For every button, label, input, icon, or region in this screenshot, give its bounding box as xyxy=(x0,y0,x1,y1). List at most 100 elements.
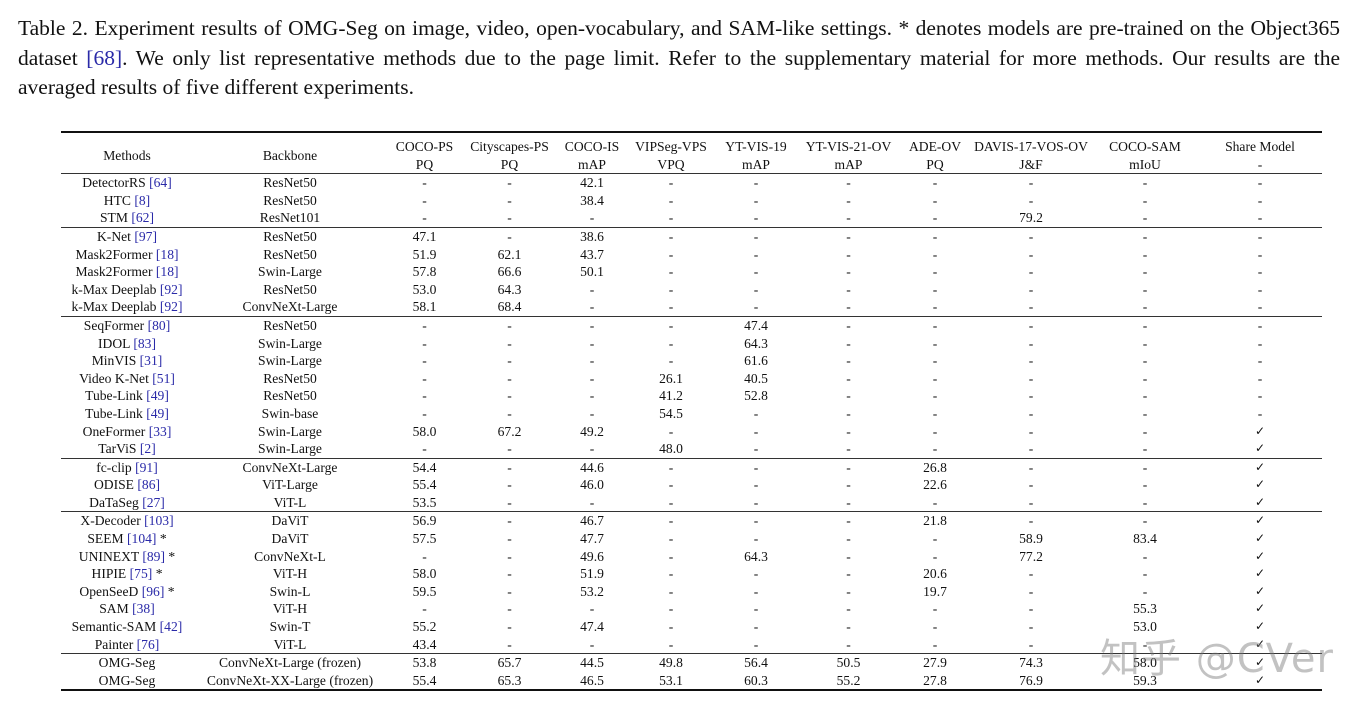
method-cell: X-Decoder [103] xyxy=(61,512,193,530)
metric-cell: 65.7 xyxy=(497,655,522,671)
citation-link[interactable]: [31] xyxy=(139,353,163,369)
share-model-cell: ✓ xyxy=(1254,423,1266,438)
metric-cell: - xyxy=(668,175,674,191)
citation-link[interactable]: [97] xyxy=(134,228,158,244)
citation-link[interactable]: [18] xyxy=(155,246,179,262)
metric-cell: - xyxy=(1142,459,1148,475)
metric-cell: - xyxy=(668,246,674,262)
metric-cell: - xyxy=(627,493,715,513)
citation-link[interactable]: [33] xyxy=(148,423,172,439)
method-cell: STM [62] xyxy=(61,209,193,228)
method-cell: UNINEXT [89] * xyxy=(61,548,193,566)
metric-cell: - xyxy=(668,423,674,439)
table-row: OMG-Seg ConvNeXt-Large (frozen) 53.8 65.7 44… xyxy=(61,654,1322,672)
metric-cell: - xyxy=(797,440,900,459)
results-table-container: Methods Backbone COCO-PS Cityscapes-PS COCO-… xyxy=(61,131,1322,692)
citation-link[interactable]: [96] xyxy=(141,583,165,599)
metric-cell: 64.3 xyxy=(744,548,768,564)
metric-cell: 57.5 xyxy=(412,531,437,547)
metric-cell: - xyxy=(753,423,759,439)
backbone-cell: Swin-Large xyxy=(258,264,322,280)
metric-cell: 55.4 xyxy=(387,671,462,692)
method-cell: SEEM [104] * xyxy=(61,530,193,548)
citation-link[interactable]: [75] xyxy=(129,566,153,582)
citation-link[interactable]: [27] xyxy=(142,494,165,510)
metric-cell: 43.4 xyxy=(387,635,462,655)
metric-cell: - xyxy=(507,388,512,404)
citation-link[interactable]: [18] xyxy=(155,264,179,280)
method-name: OMG-Seg xyxy=(98,655,156,671)
citation-link[interactable]: [91] xyxy=(135,459,158,475)
metric-cell: - xyxy=(715,298,797,317)
citation-link[interactable]: [62] xyxy=(131,210,154,226)
method-cell: OneFormer [33] xyxy=(61,423,193,441)
citation-link[interactable]: [83] xyxy=(133,335,156,351)
metric-cell: - xyxy=(668,228,674,244)
share-model-cell: - xyxy=(1257,317,1263,333)
metric-cell: - xyxy=(1028,513,1034,529)
citation-link[interactable]: [2] xyxy=(139,441,156,457)
citation-link[interactable]: [92] xyxy=(159,281,183,297)
citation-link[interactable]: [103] xyxy=(144,513,174,529)
column-header-metric: mAP xyxy=(797,155,900,175)
column-header-dataset: YT-VIS-19 xyxy=(715,131,797,156)
citation-link[interactable]: [64] xyxy=(149,175,172,191)
metric-cell: - xyxy=(1092,635,1198,655)
backbone-cell: ConvNeXt-Large xyxy=(193,298,387,317)
metric-cell: - xyxy=(846,175,851,191)
table-row: OneFormer [33] Swin-Large 58.0 67.2 49.2 - - - -… xyxy=(61,423,1322,441)
metric-cell: - xyxy=(507,601,512,617)
citation-link[interactable]: [76] xyxy=(136,636,160,652)
citation-link[interactable]: [49] xyxy=(146,388,169,404)
metric-cell: - xyxy=(1028,264,1034,280)
citation-link[interactable]: [89] xyxy=(142,548,165,564)
method-name: k-Max Deeplab xyxy=(71,299,160,315)
metric-cell: - xyxy=(1028,335,1034,351)
column-header-metric: mAP xyxy=(557,155,627,175)
column-header-metric: PQ xyxy=(462,155,557,175)
caption-citation-link[interactable]: [68] xyxy=(86,45,123,70)
method-name: SEEM xyxy=(87,531,127,547)
header-row-top: Methods Backbone COCO-PS Cityscapes-PS COCO-… xyxy=(61,131,1322,175)
metric-cell: - xyxy=(507,619,512,635)
share-model-cell: ✓ xyxy=(1254,477,1266,492)
table-row: X-Decoder [103] DaViT 56.9 - 46.7 - - - 21.8 - - ✓ xyxy=(61,512,1322,530)
citation-link[interactable]: [8] xyxy=(134,192,151,208)
citation-link[interactable]: [92] xyxy=(159,299,183,315)
citation-link[interactable]: [49] xyxy=(146,405,169,421)
table-row: k-Max Deeplab [92] ResNet50 53.0 64.3 - - - - - -… xyxy=(61,281,1322,299)
metric-cell: - xyxy=(846,601,851,617)
metric-cell: 38.6 xyxy=(580,228,604,244)
citation-link[interactable]: [86] xyxy=(137,477,161,493)
metric-cell: - xyxy=(462,440,557,459)
metric-cell: - xyxy=(557,298,627,317)
share-model-cell: ✓ xyxy=(1254,601,1266,616)
metric-cell: - xyxy=(422,601,427,617)
metric-cell: - xyxy=(507,405,512,421)
metric-cell: - xyxy=(715,635,797,655)
metric-cell: - xyxy=(462,209,557,228)
citation-link[interactable]: [51] xyxy=(152,370,175,386)
share-model-cell: - xyxy=(1257,281,1263,297)
citation-link[interactable]: [42] xyxy=(159,619,183,635)
share-model-cell: - xyxy=(1198,209,1322,228)
citation-link[interactable]: [38] xyxy=(132,601,155,617)
metric-cell: - xyxy=(1028,246,1034,262)
metric-cell: - xyxy=(846,228,851,244)
share-model-cell: - xyxy=(1257,192,1263,208)
table-row: Tube-Link [49] ResNet50 - - - 41.2 52.8 - - - - - xyxy=(61,387,1322,405)
metric-cell: - xyxy=(1092,298,1198,317)
metric-cell: 49.8 xyxy=(659,655,683,671)
citation-link[interactable]: [104] xyxy=(127,531,157,547)
metric-cell: - xyxy=(507,477,512,493)
object365-pretrain-marker: * xyxy=(156,531,167,547)
metric-cell: - xyxy=(387,209,462,228)
share-model-cell: ✓ xyxy=(1254,459,1266,474)
backbone-cell: Swin-Large xyxy=(258,423,322,439)
citation-link[interactable]: [80] xyxy=(147,317,171,333)
method-cell: DaTaSeg [27] xyxy=(61,493,193,513)
metric-cell: - xyxy=(1142,192,1148,208)
method-cell: K-Net [97] xyxy=(61,227,193,245)
object365-pretrain-marker: * xyxy=(165,548,176,564)
metric-cell: - xyxy=(1142,175,1148,191)
